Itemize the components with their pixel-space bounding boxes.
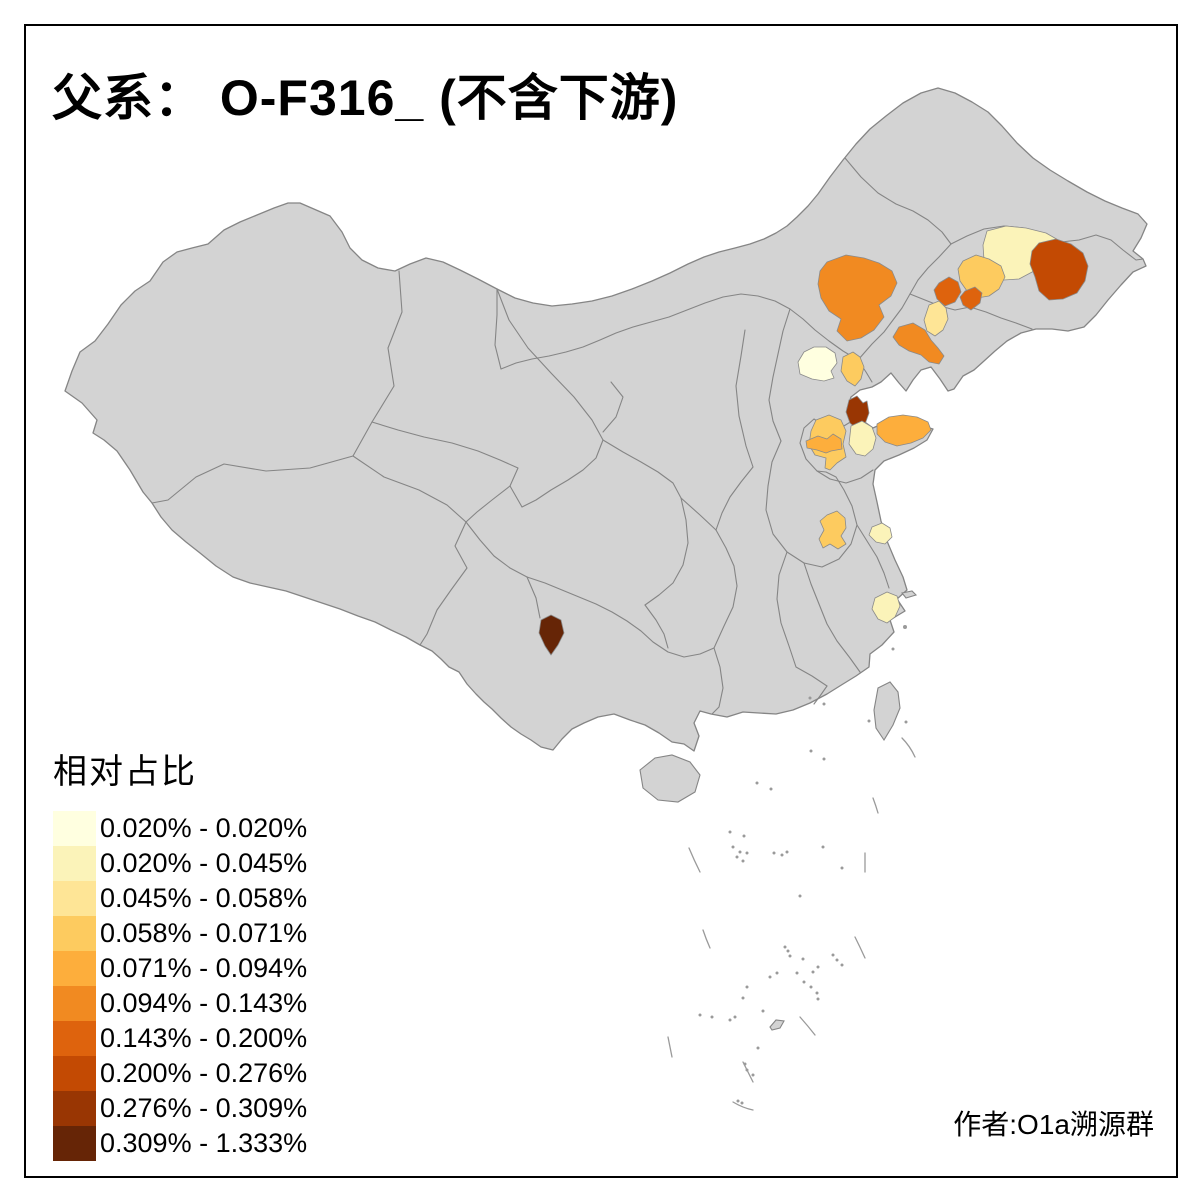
legend-range-label: 0.020% - 0.045% [100, 848, 308, 878]
region-tianjin [840, 351, 865, 387]
legend-range-label: 0.058% - 0.071% [100, 918, 308, 948]
legend-row: 0.200% - 0.276% [53, 1056, 307, 1091]
legend-range-label: 0.200% - 0.276% [100, 1058, 308, 1088]
region-jilin-east [1029, 238, 1089, 301]
legend: 相对占比 0.020% - 0.020% 0.020% - 0.045% 0.0… [53, 744, 307, 1161]
legend-swatch [53, 1091, 96, 1126]
china-mainland [64, 87, 1148, 752]
legend-range-label: 0.309% - 1.333% [100, 1128, 308, 1158]
legend-swatch [53, 846, 96, 881]
taiwan-island [873, 681, 901, 742]
page-title: 父系： O-F316_ (不含下游) [52, 70, 679, 126]
legend-row: 0.276% - 0.309% [53, 1091, 307, 1126]
legend-row: 0.071% - 0.094% [53, 951, 307, 986]
nine-dash-line [667, 737, 916, 1111]
legend-row: 0.020% - 0.045% [53, 846, 307, 881]
legend-swatch [53, 811, 96, 846]
chongming-islet [901, 590, 918, 599]
legend-swatch [53, 1021, 96, 1056]
legend-row: 0.058% - 0.071% [53, 916, 307, 951]
legend-swatch [53, 1056, 96, 1091]
legend-swatch [53, 881, 96, 916]
legend-row: 0.020% - 0.020% [53, 811, 307, 846]
region-north-jiangsu [868, 522, 893, 545]
region-bohai-west-coast [845, 395, 870, 430]
legend-range-label: 0.094% - 0.143% [100, 988, 308, 1018]
region-changchun-east [957, 254, 1006, 299]
region-henan-east [818, 510, 847, 550]
region-central-liaoning [892, 322, 945, 365]
legend-title: 相对占比 [53, 753, 197, 791]
legend-range-label: 0.045% - 0.058% [100, 883, 308, 913]
region-tongliao [817, 254, 898, 342]
region-tieling [923, 300, 949, 337]
legend-range-label: 0.143% - 0.200% [100, 1023, 308, 1053]
legend-swatch [53, 986, 96, 1021]
legend-swatch [53, 1126, 96, 1161]
legend-items: 0.020% - 0.020% 0.020% - 0.045% 0.045% -… [53, 811, 307, 1161]
region-south-jiangsu [871, 591, 901, 624]
legend-range-label: 0.020% - 0.020% [100, 813, 308, 843]
islands [639, 590, 918, 1031]
hainan-island [639, 754, 701, 803]
attribution: 作者:O1a溯源群 [953, 1109, 1154, 1140]
legend-row: 0.045% - 0.058% [53, 881, 307, 916]
legend-range-label: 0.071% - 0.094% [100, 953, 308, 983]
legend-range-label: 0.276% - 0.309% [100, 1093, 308, 1123]
legend-swatch [53, 916, 96, 951]
legend-row: 0.143% - 0.200% [53, 1021, 307, 1056]
legend-row: 0.309% - 1.333% [53, 1126, 307, 1161]
region-weifang [848, 420, 877, 457]
region-yantai [876, 414, 932, 447]
legend-row: 0.094% - 0.143% [53, 986, 307, 1021]
region-beijing [797, 346, 838, 382]
region-changchun-city [933, 276, 962, 307]
region-jinan-inner [805, 433, 843, 454]
sea-island-specks [698, 625, 908, 1105]
region-south-sichuan-yunnan [538, 614, 565, 656]
spratly-islet [769, 1019, 785, 1031]
colored-regions [538, 225, 1089, 656]
legend-swatch [53, 951, 96, 986]
region-siping [959, 286, 983, 311]
